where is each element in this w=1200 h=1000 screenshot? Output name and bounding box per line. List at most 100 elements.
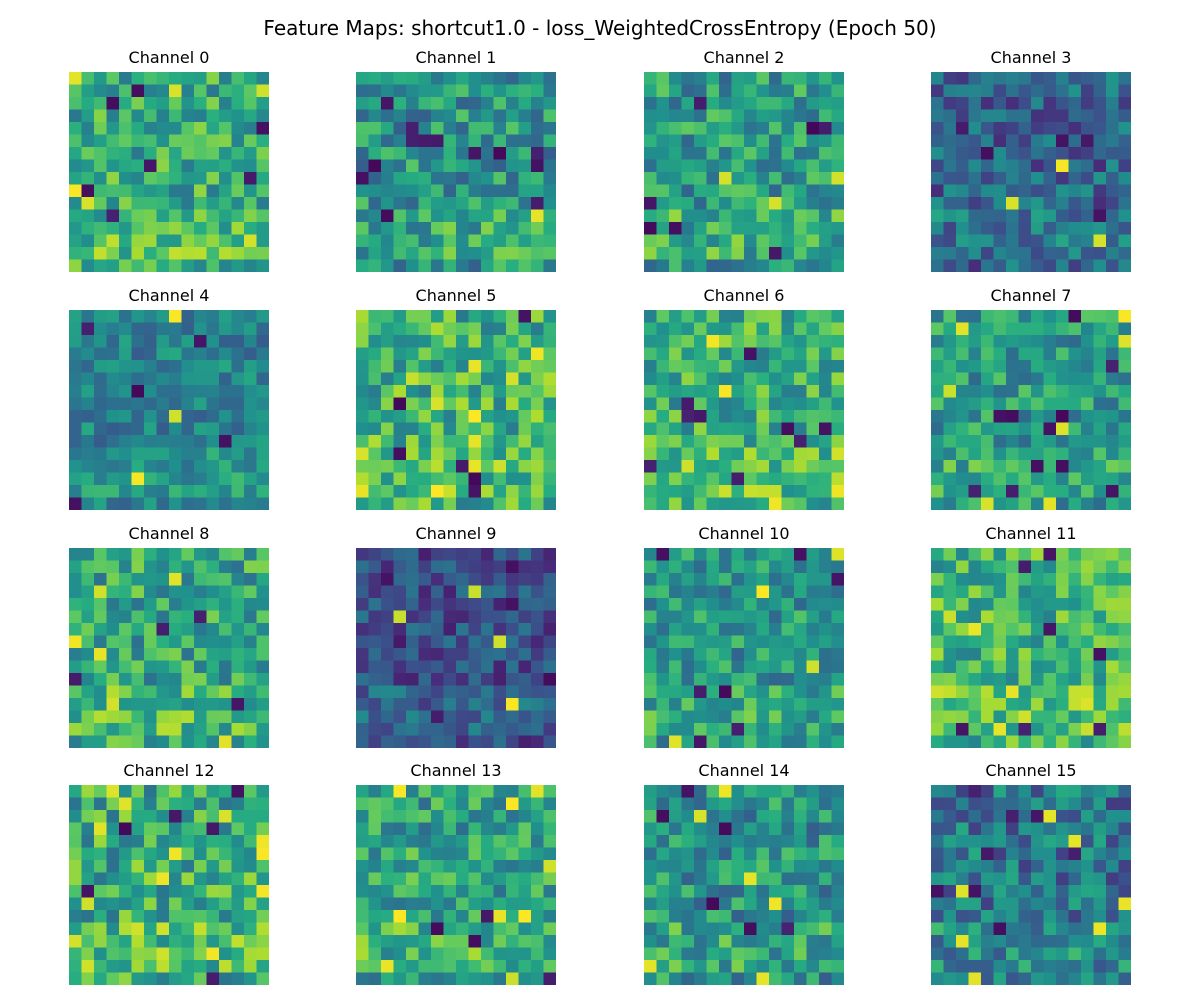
- heatmap-cell: [94, 310, 107, 323]
- heatmap-cell: [744, 835, 757, 848]
- heatmap-cell: [981, 598, 994, 611]
- heatmap-cell: [468, 573, 482, 586]
- heatmap-cell: [418, 710, 432, 724]
- heatmap-cell: [231, 585, 245, 599]
- heatmap-cell: [731, 573, 745, 586]
- heatmap-cell: [119, 785, 132, 798]
- heatmap-cell: [731, 847, 745, 861]
- heatmap-cell: [69, 485, 82, 498]
- heatmap-cell: [506, 410, 519, 423]
- heatmap-cell: [943, 810, 957, 823]
- heatmap-cell: [131, 735, 145, 748]
- heatmap-cell: [256, 822, 269, 836]
- heatmap-cell: [806, 910, 820, 923]
- heatmap-cell: [781, 222, 795, 235]
- heatmap-cell: [181, 360, 195, 373]
- heatmap-cell: [681, 472, 695, 486]
- heatmap-cell: [1031, 723, 1044, 736]
- heatmap-cell: [968, 347, 982, 361]
- heatmap-cell: [943, 560, 957, 574]
- heatmap-cell: [356, 109, 369, 123]
- heatmap-cell: [806, 723, 820, 736]
- heatmap-cell: [69, 660, 82, 674]
- heatmap-cell: [706, 209, 720, 223]
- heatmap-cell: [418, 322, 432, 336]
- heatmap-cell: [794, 234, 807, 248]
- heatmap-cell: [206, 385, 220, 398]
- heatmap-cell: [656, 147, 670, 160]
- heatmap-cell: [706, 184, 720, 198]
- heatmap-cell: [431, 310, 444, 323]
- heatmap-cell: [456, 259, 469, 272]
- heatmap-cell: [769, 197, 782, 210]
- heatmap-cell: [656, 460, 670, 473]
- heatmap-cell: [156, 234, 170, 248]
- heatmap-cell: [393, 134, 407, 148]
- heatmap-cell: [468, 172, 482, 185]
- heatmap-cell: [1093, 810, 1107, 823]
- heatmap-cell: [381, 822, 394, 836]
- heatmap-cell: [806, 635, 820, 649]
- heatmap-cell: [1006, 397, 1019, 411]
- heatmap-cell: [231, 109, 245, 123]
- heatmap-cell: [169, 109, 182, 123]
- heatmap-cell: [219, 197, 232, 210]
- heatmap-cell: [506, 935, 519, 948]
- heatmap-cell: [731, 660, 745, 674]
- heatmap-cell: [1031, 972, 1044, 985]
- heatmap-cell: [468, 897, 482, 911]
- heatmap-cell: [1043, 134, 1057, 148]
- heatmap-cell: [481, 922, 494, 936]
- heatmap-cell: [106, 922, 120, 936]
- heatmap-cell: [106, 84, 120, 98]
- heatmap-cell: [368, 573, 382, 586]
- heatmap-cell: [194, 397, 207, 411]
- heatmap-cell: [194, 922, 207, 936]
- heatmap-cell: [131, 698, 145, 711]
- heatmap-cell: [1118, 134, 1131, 148]
- heatmap-cell: [806, 698, 820, 711]
- heatmap-cell: [694, 847, 707, 861]
- heatmap-cell: [943, 497, 957, 510]
- heatmap-cell: [1093, 972, 1107, 985]
- heatmap-cell: [644, 797, 657, 811]
- heatmap-cell: [681, 573, 695, 586]
- heatmap-cell: [1106, 635, 1119, 649]
- heatmap-cell: [656, 972, 670, 985]
- heatmap-cell: [144, 259, 157, 272]
- heatmap-cell: [506, 447, 519, 461]
- heatmap-cell: [669, 785, 682, 798]
- heatmap-cell: [518, 372, 532, 386]
- heatmap-cell: [956, 885, 969, 898]
- heatmap-cell: [968, 209, 982, 223]
- heatmap-cell: [231, 648, 245, 661]
- heatmap-cell: [456, 122, 469, 135]
- heatmap-cell: [206, 623, 220, 636]
- heatmap-cell: [493, 335, 507, 348]
- heatmap-cell: [1093, 598, 1107, 611]
- heatmap-cell: [443, 347, 457, 361]
- heatmap-cell: [531, 485, 544, 498]
- heatmap-cell: [94, 72, 107, 85]
- heatmap-cell: [706, 360, 720, 373]
- heatmap-cell: [443, 822, 457, 836]
- heatmap-cell: [943, 259, 957, 272]
- heatmap-cell: [993, 972, 1007, 985]
- heatmap-cell: [1093, 573, 1107, 586]
- heatmap-cell: [481, 972, 494, 985]
- heatmap-cell: [781, 184, 795, 198]
- heatmap-cell: [756, 598, 770, 611]
- heatmap-cell: [368, 623, 382, 636]
- heatmap-cell: [131, 648, 145, 661]
- heatmap-cell: [518, 710, 532, 724]
- heatmap-cell: [1018, 935, 1032, 948]
- heatmap-cell: [819, 134, 832, 148]
- heatmap-cell: [993, 885, 1007, 898]
- heatmap-cell: [956, 872, 969, 886]
- heatmap-cell: [644, 209, 657, 223]
- heatmap-cell: [381, 922, 394, 936]
- heatmap-cell: [819, 785, 832, 798]
- heatmap-cell: [1006, 172, 1019, 185]
- heatmap-cell: [719, 485, 732, 498]
- heatmap-cell: [381, 660, 394, 674]
